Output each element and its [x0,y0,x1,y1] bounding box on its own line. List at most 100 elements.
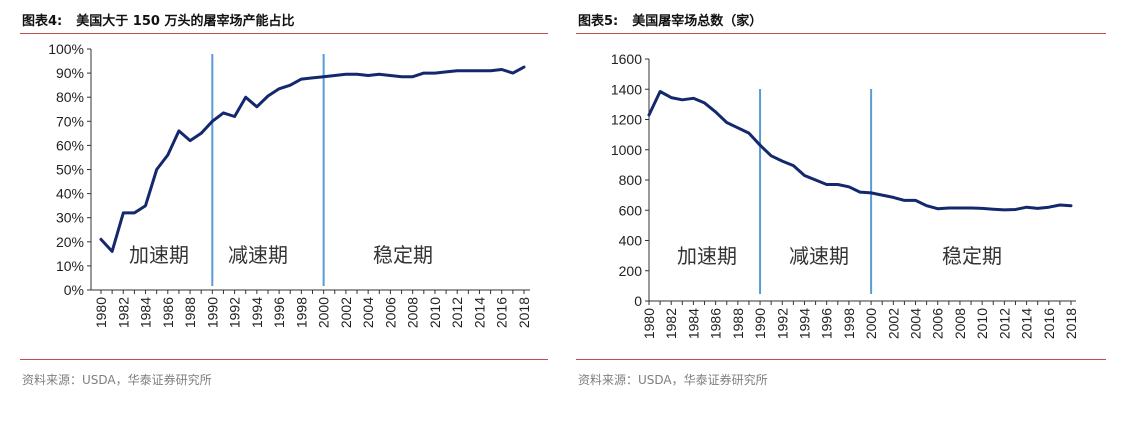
data-point [366,74,370,78]
phase-label: 减速期 [228,243,288,267]
data-point [969,206,973,210]
data-point [880,193,884,197]
data-point [1047,205,1051,209]
x-tick-label: 1988 [182,297,198,328]
x-tick-label: 1998 [841,308,857,339]
plant-count-chart: 0 200 400 600 800 1000 1200 1400 1600 1980 1982 198… [611,51,1079,339]
data-point [1069,204,1073,208]
y-tick-label: 20% [56,234,84,250]
data-point [769,154,773,158]
x-tick-label: 1986 [708,308,724,339]
y-tick-label: 0% [64,282,84,298]
data-point [155,168,159,172]
data-point [277,87,281,91]
chart-panel-left: 图表4: 美国大于 150 万头的屠宰场产能占比 0% 10% 20% 30% 40% 50… [0,0,560,422]
x-tick-label: 2018 [516,297,532,328]
data-point [422,71,426,75]
x-tick-label: 2004 [360,297,376,328]
figure-title-text: 美国屠宰场总数（家） [632,14,763,29]
x-tick-label: 2000 [316,297,332,328]
figure-title-text: 美国大于 150 万头的屠宰场产能占比 [76,14,295,29]
data-point [221,111,225,115]
title-rule [20,33,548,34]
y-tick-label: 1000 [611,142,642,158]
figure-number: 图表5: [578,14,619,29]
data-point [947,206,951,210]
x-tick-label: 2016 [1041,308,1057,339]
data-point [344,72,348,76]
data-point [322,75,326,79]
data-point [255,105,259,109]
source-rule [20,359,548,360]
x-tick-label: 1990 [204,297,220,328]
data-point [355,72,359,76]
data-point [199,131,203,135]
data-point [411,75,415,79]
data-point [836,183,840,187]
y-tick-label: 10% [56,258,84,274]
data-point [825,183,829,187]
x-tick-label: 1988 [730,308,746,339]
x-tick-label: 1984 [138,297,154,328]
data-point [691,96,695,100]
y-tick-label: 100% [48,41,84,57]
data-point [333,74,337,78]
x-tick-label: 2002 [885,308,901,339]
data-point [936,207,940,211]
data-point [858,190,862,194]
x-tick-label: 2010 [427,297,443,328]
y-tick-label: 800 [619,172,643,188]
x-tick-label: 1980 [93,297,109,328]
data-point [511,71,515,75]
data-point [802,173,806,177]
data-point [869,191,873,195]
y-tick-label: 40% [56,186,84,202]
data-point [847,185,851,189]
x-tick-label: 1994 [249,297,265,328]
data-point [991,207,995,211]
title-rule [576,33,1106,34]
data-point [703,101,707,105]
x-tick-label: 1996 [271,297,287,328]
x-tick-label: 1990 [752,308,768,339]
data-point [177,129,181,133]
data-point [791,164,795,168]
chart-panel-right: 图表5: 美国屠宰场总数（家） 0 200 400 600 800 1000 1200 1400… [574,0,1141,422]
x-tick-label: 1992 [227,297,243,328]
x-tick-label: 2008 [405,297,421,328]
data-point [110,249,114,253]
x-tick-label: 2016 [494,297,510,328]
y-tick-label: 80% [56,89,84,105]
data-point [188,139,192,143]
x-tick-label: 2004 [908,308,924,339]
x-tick-label: 2006 [382,297,398,328]
figure-number: 图表4: [22,14,63,29]
x-tick-label: 2018 [1063,308,1079,339]
phase-label: 加速期 [677,244,737,268]
data-point [99,237,103,241]
phase-label: 稳定期 [373,243,433,267]
x-tick-label: 1982 [115,297,131,328]
y-tick-label: 200 [619,263,643,279]
data-point [233,114,237,118]
figure-title: 图表5: 美国屠宰场总数（家） [578,10,762,29]
data-point [814,178,818,182]
data-point [455,69,459,73]
phase-label: 减速期 [789,244,849,268]
x-tick-label: 2000 [863,308,879,339]
data-point [444,70,448,74]
data-point [400,75,404,79]
data-point [958,206,962,210]
data-point [1036,206,1040,210]
x-tick-label: 2010 [974,308,990,339]
y-tick-label: 1400 [611,81,642,97]
y-tick-label: 1200 [611,112,642,128]
data-point [311,76,315,80]
data-point [680,98,684,102]
data-point [489,69,493,73]
data-point [1025,205,1029,209]
source-note: 资料来源：USDA，华泰证券研究所 [578,373,768,387]
x-tick-label: 2002 [338,297,354,328]
data-point [166,153,170,157]
y-tick-label: 0 [634,293,642,309]
